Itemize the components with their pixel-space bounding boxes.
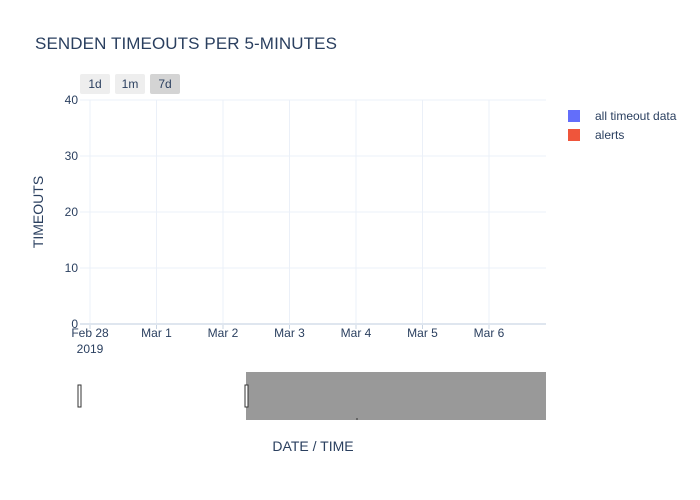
chart-title: SENDEN TIMEOUTS PER 5-MINUTES [35,34,338,53]
x-axis-label: DATE / TIME [272,438,354,454]
y-tick-label: 0 [71,317,78,331]
legend: all timeout data alerts [568,106,676,144]
x-tick-label: Mar 3 [274,326,305,340]
legend-item-all-timeout-data[interactable]: all timeout data [568,106,676,125]
x-tick-label: Mar 5 [407,326,438,340]
x-tick-label: Feb 28 [71,326,109,340]
y-tick-label: 40 [65,93,79,107]
range-slider-unselected-mask [246,372,546,420]
x-tick-label: Mar 2 [208,326,239,340]
legend-label: alerts [595,127,625,142]
x-tick-label: Mar 4 [341,326,372,340]
legend-swatch-icon [568,128,580,141]
y-tick-label: 20 [65,205,79,219]
y-tick-label: 30 [65,149,79,163]
x-tick-sublabel: 2019 [77,342,104,356]
x-tick-label: Mar 1 [141,326,172,340]
y-tick-label: 10 [65,261,79,275]
legend-item-alerts[interactable]: alerts [568,125,676,144]
legend-label: all timeout data [595,108,677,123]
range-slider-handle-right [244,384,249,408]
range-button-7d[interactable]: 7d [150,74,180,94]
legend-swatch-icon [568,109,580,122]
x-tick-label: Mar 6 [474,326,505,340]
range-button-1m[interactable]: 1m [115,74,145,94]
range-slider-handle-left [77,384,82,408]
range-button-1d[interactable]: 1d [80,74,110,94]
